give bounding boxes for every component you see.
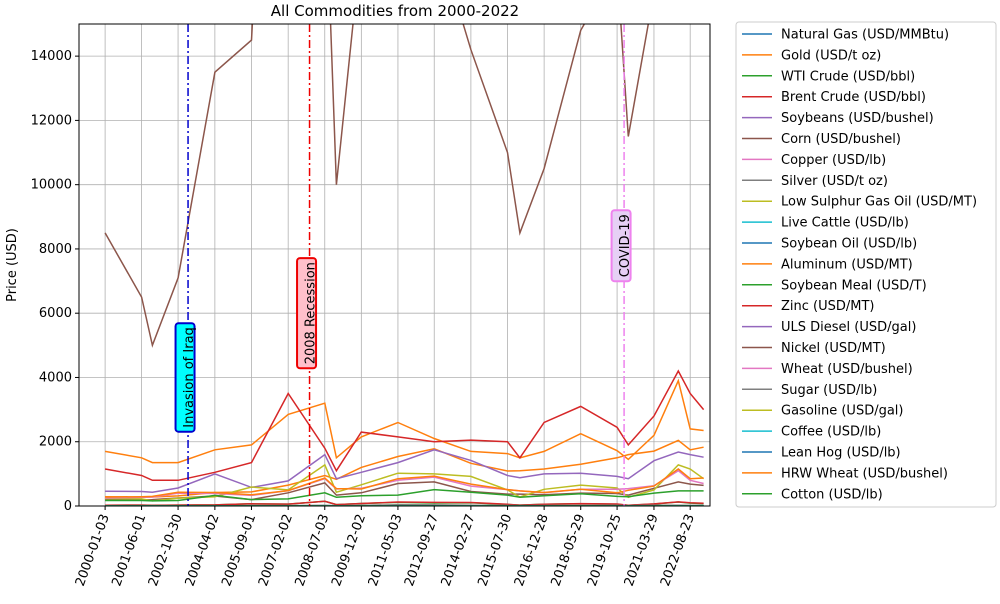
event-label: 2008 Recession <box>304 262 319 364</box>
event-label: Invasion of Iraq <box>182 327 197 428</box>
legend-label: Corn (USD/bushel) <box>781 132 901 147</box>
legend-label: Nickel (USD/MT) <box>781 341 886 356</box>
legend-label: Cotton (USD/lb) <box>781 487 883 502</box>
y-tick-label: 6000 <box>39 306 72 321</box>
y-tick-label: 4000 <box>39 370 72 385</box>
legend-label: Coffee (USD/lb) <box>781 425 881 440</box>
legend-label: Live Cattle (USD/lb) <box>781 216 909 231</box>
legend-label: ULS Diesel (USD/gal) <box>781 320 916 335</box>
series-line <box>105 490 704 501</box>
x-tick-label: 2015-07-30 <box>475 512 515 588</box>
legend-label: Gasoline (USD/gal) <box>781 404 904 419</box>
legend-label: Wheat (USD/bushel) <box>781 362 913 377</box>
legend-label: Sugar (USD/lb) <box>781 383 877 398</box>
x-tick-label: 2011-05-03 <box>366 512 406 588</box>
x-tick-label: 2016-12-28 <box>512 512 552 588</box>
annotations: Invasion of Iraq 2008 Recession COVID-19 <box>176 24 634 506</box>
legend-label: Gold (USD/t oz) <box>781 48 881 63</box>
x-tick-label: 2012-09-27 <box>402 512 442 588</box>
x-tick-label: 2004-04-02 <box>183 512 223 588</box>
x-tick-label: 2005-09-01 <box>219 512 259 588</box>
x-tick-label: 2007-02-02 <box>256 512 296 588</box>
legend-label: WTI Crude (USD/bbl) <box>781 69 915 84</box>
x-tick-label: 2001-06-01 <box>109 512 149 588</box>
event-label: COVID-19 <box>618 214 633 277</box>
x-tick-label: 2000-01-03 <box>73 512 113 588</box>
y-tick-label: 14000 <box>31 49 72 64</box>
y-tick-label: 0 <box>64 499 72 514</box>
y-tick-label: 2000 <box>39 435 72 450</box>
legend-label: Zinc (USD/MT) <box>781 299 875 314</box>
y-axis-label: Price (USD) <box>5 228 20 302</box>
legend-label: Natural Gas (USD/MMBtu) <box>781 28 949 43</box>
x-tick-label: 2021-03-29 <box>622 512 662 588</box>
legend-label: Silver (USD/t oz) <box>781 174 888 189</box>
y-tick-label: 12000 <box>31 113 72 128</box>
legend-label: Lean Hog (USD/lb) <box>781 446 901 461</box>
legend-label: HRW Wheat (USD/bushel) <box>781 466 948 481</box>
x-tick-label: 2014-02-27 <box>439 512 479 588</box>
legend-label: Brent Crude (USD/bbl) <box>781 90 926 105</box>
x-tick-label: 2008-07-03 <box>293 512 333 588</box>
legend-label: Soybean Meal (USD/T) <box>781 278 927 293</box>
legend-label: Soybean Oil (USD/lb) <box>781 237 917 252</box>
legend-label: Soybeans (USD/bushel) <box>781 111 934 126</box>
y-tick-label: 8000 <box>39 242 72 257</box>
legend-label: Copper (USD/lb) <box>781 153 886 168</box>
legend-label: Low Sulphur Gas Oil (USD/MT) <box>781 195 977 210</box>
x-tick-label: 2009-12-02 <box>329 512 369 588</box>
x-tick-label: 2022-08-23 <box>658 512 698 588</box>
x-tick-label: 2018-05-29 <box>549 512 589 588</box>
chart-title: All Commodities from 2000-2022 <box>271 2 519 20</box>
x-tick-label: 2019-10-25 <box>585 512 625 588</box>
legend-label: Aluminum (USD/MT) <box>781 257 913 272</box>
x-tick-label: 2002-10-30 <box>146 512 186 588</box>
y-tick-label: 10000 <box>31 178 72 193</box>
series-line <box>105 0 704 345</box>
